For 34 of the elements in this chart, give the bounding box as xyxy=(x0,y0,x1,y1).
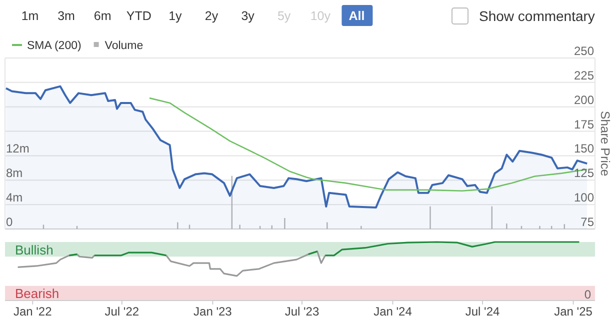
y-tick-label: 100 xyxy=(574,190,594,205)
text: 1y xyxy=(168,9,183,23)
x-tick-label: Jul '22 xyxy=(104,304,140,318)
legend-label: Volume xyxy=(104,40,144,52)
y-axis-title: Share Price xyxy=(598,110,612,176)
text: YTD xyxy=(126,9,152,23)
x-tick-label: Jul '23 xyxy=(284,304,320,318)
y-tick-label: 250 xyxy=(574,44,594,58)
x-tick-label: Jan '24 xyxy=(374,304,412,318)
x-tick-label: Jul '24 xyxy=(465,304,500,318)
text: 3m xyxy=(58,9,75,23)
y-tick-label: 225 xyxy=(574,68,594,82)
y-tick-label: 75 xyxy=(580,215,594,229)
band-label: Bullish xyxy=(15,242,54,257)
y2-tick-label: 12m xyxy=(6,142,30,156)
text: Show commentary xyxy=(479,8,595,24)
legend-label: SMA (200) xyxy=(27,40,82,52)
y2-tick-label: 4m xyxy=(6,190,23,205)
y-tick-label: 125 xyxy=(574,166,594,180)
y-tick-label: 150 xyxy=(574,142,594,156)
x-tick-label: Jan '25 xyxy=(554,304,593,318)
x-tick-label: Jan '22 xyxy=(13,304,52,318)
y2-tick-label: 0 xyxy=(6,215,13,229)
text: 6m xyxy=(94,9,112,23)
x-tick-label: Jan '23 xyxy=(194,304,232,318)
band-label: Bearish xyxy=(15,286,60,301)
y2-tick-label: 8m xyxy=(6,166,23,180)
text: 1m xyxy=(21,9,39,23)
text: All xyxy=(348,9,365,23)
text: 3y xyxy=(241,9,256,23)
annotation: 0 xyxy=(584,287,592,301)
y-tick-label: 175 xyxy=(574,117,594,132)
y-tick-label: 200 xyxy=(574,92,594,107)
text: 2y xyxy=(204,9,219,23)
